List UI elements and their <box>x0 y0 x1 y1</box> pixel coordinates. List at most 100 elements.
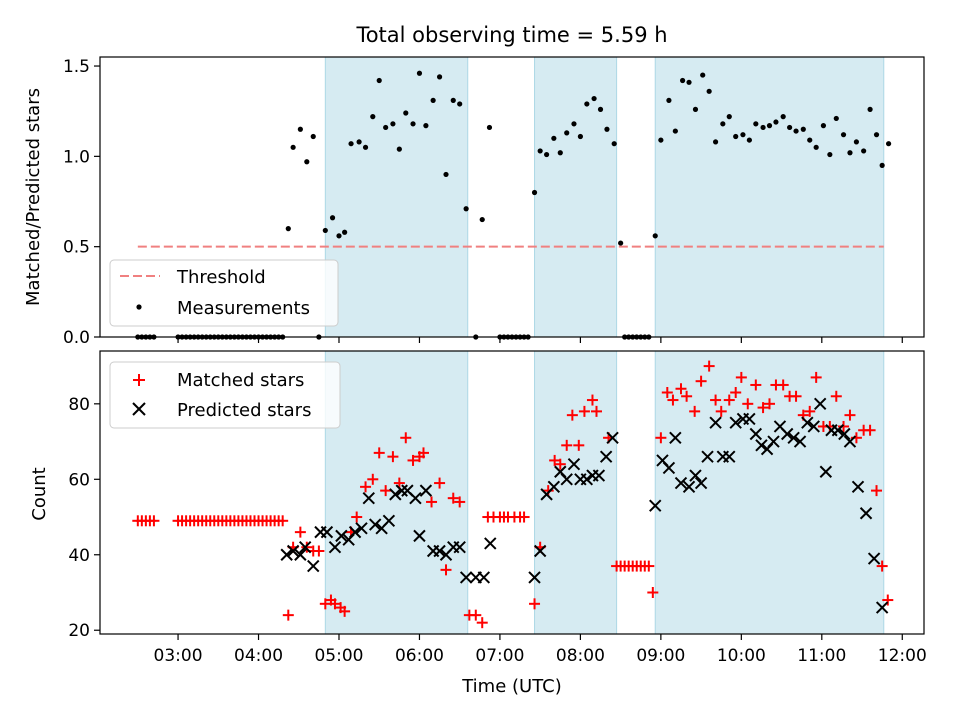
measurement-point <box>686 79 692 85</box>
x-b <box>793 435 807 448</box>
measurement-point <box>746 137 752 143</box>
predicted-star-point <box>533 544 547 558</box>
predicted-star-point <box>409 491 422 505</box>
predicted-star-point <box>433 544 446 558</box>
measurement-point <box>766 123 773 129</box>
predicted-star-point <box>801 416 814 429</box>
x-b <box>682 480 696 494</box>
matched-star-point <box>440 564 452 576</box>
ratio-legend: Threshold Measurements <box>109 259 339 327</box>
predicted-star-point <box>682 480 696 494</box>
matched-star-point <box>777 379 789 391</box>
measurement-point <box>486 124 493 131</box>
matched-star-point <box>447 492 459 504</box>
matched-star-point <box>542 485 554 497</box>
ratio-y-axis-label: Matched/Predicted stars <box>23 88 44 306</box>
measurement-point <box>551 135 557 141</box>
measurement-point <box>658 137 664 143</box>
chart-title: Total observing time = 5.59 h <box>355 23 667 47</box>
x-b <box>547 480 561 494</box>
count-points <box>132 360 894 629</box>
predicted-star-point <box>362 491 375 505</box>
matched-star-point <box>549 454 561 466</box>
matched-star-point <box>882 594 894 606</box>
measurement-point <box>740 132 746 138</box>
predicted-star-point <box>355 522 368 535</box>
predicted-star-point <box>413 529 426 543</box>
measurement-point <box>833 115 839 122</box>
measurement-point <box>820 123 827 129</box>
measurement-point <box>479 216 485 223</box>
x-b <box>813 397 827 411</box>
measurement-point <box>390 121 396 127</box>
observing-span <box>654 350 885 635</box>
predicted-star-point <box>567 457 581 471</box>
measurement-point <box>597 106 604 112</box>
count-panel: 20 40 60 80 03:00 04:00 05:00 06:00 07:00 08:00 09… <box>29 350 927 666</box>
matched-star-point <box>573 439 585 451</box>
measurement-point <box>867 106 873 112</box>
matched-star-point <box>554 458 566 470</box>
predicted-star-point <box>606 431 619 444</box>
measurement-point <box>652 233 658 239</box>
x-b <box>580 473 594 486</box>
predicted-star-point <box>459 571 473 584</box>
x-b <box>413 529 426 543</box>
y-tick-label: 1.5 <box>63 57 90 77</box>
matched-star-point <box>735 371 747 383</box>
measurement-point <box>700 72 706 78</box>
matched-star-point <box>838 420 850 432</box>
predicted-star-point <box>807 420 820 433</box>
measurement-point <box>873 132 880 138</box>
observing-span <box>534 350 618 635</box>
predicted-star-point <box>389 488 402 501</box>
matched-star-point <box>360 481 372 493</box>
ratio-panel: 0.0 0.5 1.0 1.5 Matched/Predicted stars Thr… <box>23 56 925 348</box>
measurement-point <box>403 110 409 116</box>
measurement-point <box>370 114 376 120</box>
x-b <box>867 552 881 565</box>
measurement-point <box>760 124 766 131</box>
measurement-point <box>584 101 590 107</box>
predicted-star-point <box>723 450 736 463</box>
x-b <box>280 548 293 561</box>
x-b <box>409 491 422 505</box>
measurement-point <box>430 97 436 103</box>
predicted-star-point <box>528 571 541 584</box>
predicted-star-point <box>662 461 676 475</box>
matched-star-point <box>661 387 673 399</box>
matched-star-point <box>742 398 754 410</box>
x-b <box>567 457 581 471</box>
measurement-point <box>679 77 686 84</box>
matched-star-point <box>454 496 466 508</box>
matched-star-point <box>561 439 573 451</box>
matched-star-point <box>282 609 294 621</box>
predicted-star-point <box>560 473 573 486</box>
legend-frame <box>109 259 339 327</box>
matched-star-point <box>578 405 590 417</box>
x-b <box>755 439 768 452</box>
measurement-point <box>720 121 726 127</box>
x-b <box>606 431 619 444</box>
measurement-point <box>322 227 328 234</box>
x-tick-label: 11:00 <box>797 646 846 666</box>
matched-star-point <box>710 394 722 406</box>
x-b <box>851 480 865 494</box>
measurement-point <box>531 189 538 196</box>
x-b <box>307 559 320 573</box>
matched-star-point <box>351 511 363 523</box>
predicted-star-point <box>419 484 433 497</box>
predicted-star-point <box>867 552 881 565</box>
matched-star-point <box>380 485 392 497</box>
measurement-point <box>329 215 336 221</box>
measurement-point <box>304 159 310 165</box>
predicted-star-point <box>859 507 873 520</box>
measurement-point <box>706 88 712 94</box>
measurement-point <box>611 141 617 147</box>
x-b <box>592 469 606 482</box>
x-tick-label: 12:00 <box>878 646 927 666</box>
measurement-point <box>362 144 369 150</box>
x-b <box>701 450 714 463</box>
matched-star-point <box>667 394 679 406</box>
